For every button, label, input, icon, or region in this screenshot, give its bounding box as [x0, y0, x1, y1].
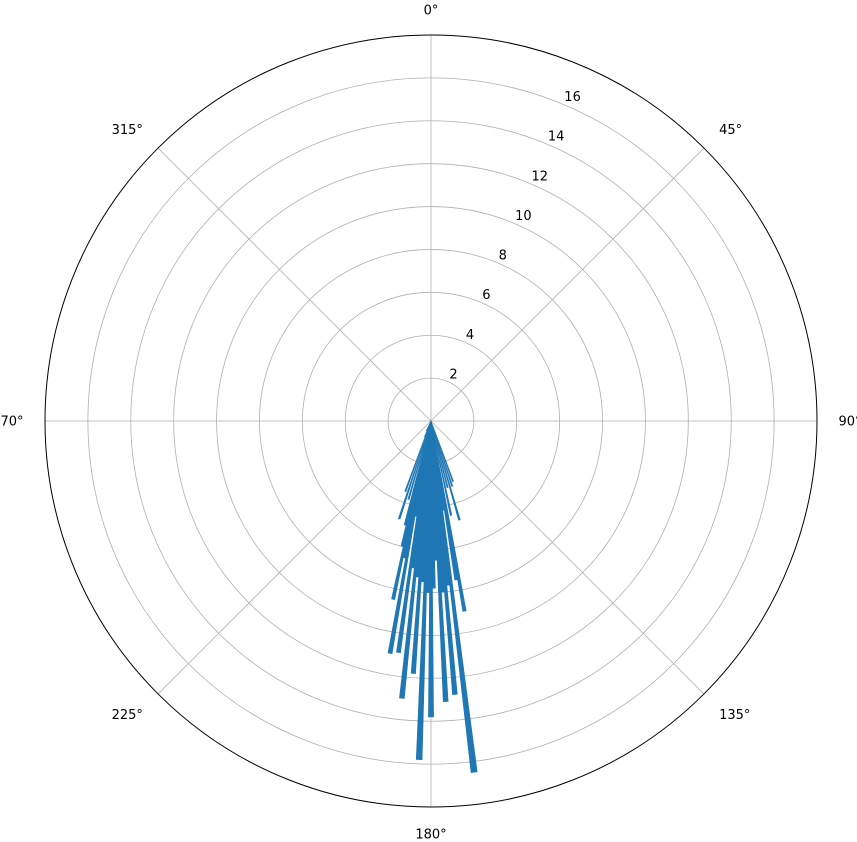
theta-tick-label: 135°	[719, 708, 750, 723]
r-tick-label: 2	[449, 367, 457, 382]
theta-gridline-45	[431, 148, 704, 421]
r-tick-label: 14	[548, 130, 565, 145]
r-tick-label: 6	[482, 288, 490, 303]
theta-tick-label: 45°	[719, 123, 742, 138]
theta-tick-label: 315°	[112, 123, 143, 138]
theta-gridline-135	[431, 421, 704, 694]
theta-tick-label: 225°	[112, 708, 143, 723]
r-tick-label: 12	[531, 169, 548, 184]
r-tick-label: 10	[515, 209, 532, 224]
r-tick-label: 8	[499, 249, 507, 264]
theta-tick-label: 270°	[0, 415, 24, 430]
r-tick-label: 4	[466, 328, 474, 343]
bar-8	[431, 421, 477, 773]
r-tick-label: 16	[564, 90, 581, 105]
theta-tick-label: 90°	[838, 415, 857, 430]
theta-tick-label: 0°	[424, 4, 439, 19]
theta-gridline-315	[158, 148, 431, 421]
theta-tick-label: 180°	[415, 827, 446, 842]
